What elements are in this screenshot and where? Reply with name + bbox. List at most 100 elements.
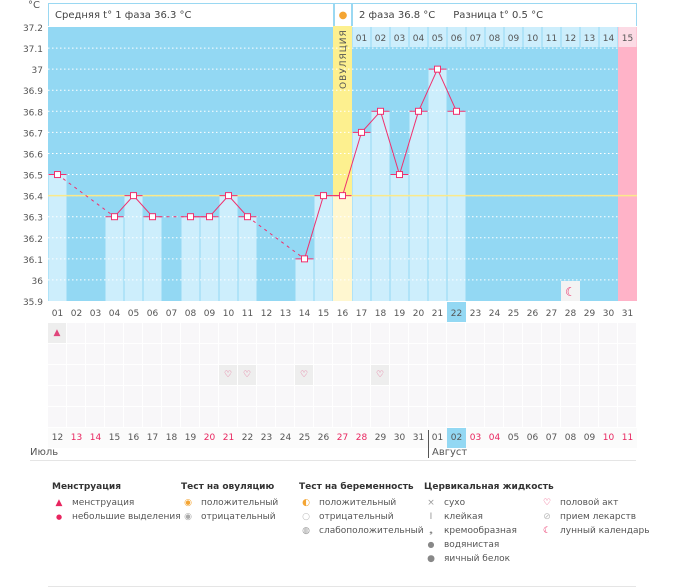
symptom-cell[interactable] [295,386,313,406]
calendar-date[interactable]: 16 [124,428,143,448]
symptom-cell[interactable] [257,365,275,385]
symptom-cell[interactable] [485,344,503,364]
symptom-cell[interactable] [143,407,161,427]
symptom-cell[interactable] [561,407,579,427]
symptom-cell[interactable] [67,365,85,385]
symptom-cell[interactable] [143,365,161,385]
calendar-date[interactable]: 20 [200,428,219,448]
symptom-cell[interactable] [561,344,579,364]
symptom-cell[interactable] [371,323,389,343]
symptom-cell[interactable] [333,344,351,364]
symptom-cell[interactable] [314,344,332,364]
calendar-date[interactable]: 27 [333,428,352,448]
symptom-cell[interactable] [409,344,427,364]
symptom-cell[interactable] [295,344,313,364]
symptom-cell[interactable] [105,344,123,364]
symptom-cell[interactable] [618,407,636,427]
calendar-date[interactable]: 23 [257,428,276,448]
symptom-cell[interactable] [485,386,503,406]
symptom-cell[interactable] [466,365,484,385]
symptom-cell[interactable] [333,407,351,427]
symptom-cell[interactable] [428,365,446,385]
calendar-date[interactable]: 08 [561,428,580,448]
symptom-cell[interactable] [618,344,636,364]
symptom-cell[interactable] [295,407,313,427]
heart-icon[interactable]: ♡ [295,365,313,385]
symptom-cell[interactable] [162,323,180,343]
symptom-cell[interactable] [124,386,142,406]
symptom-cell[interactable] [124,323,142,343]
symptom-cell[interactable] [523,365,541,385]
symptom-cell[interactable] [618,386,636,406]
symptom-cell[interactable] [561,323,579,343]
calendar-date[interactable]: 18 [162,428,181,448]
symptom-cell[interactable] [48,344,66,364]
symptom-cell[interactable] [428,344,446,364]
symptom-cell[interactable] [485,407,503,427]
symptom-cell[interactable] [181,323,199,343]
symptom-cell[interactable] [219,386,237,406]
symptom-cell[interactable] [162,344,180,364]
calendar-date[interactable]: 04 [485,428,504,448]
symptom-cell[interactable] [580,365,598,385]
symptom-cell[interactable] [447,386,465,406]
heart-icon[interactable]: ♡ [219,365,237,385]
symptom-cell[interactable] [504,386,522,406]
symptom-cell[interactable] [67,344,85,364]
calendar-date[interactable]: 21 [219,428,238,448]
symptom-cell[interactable] [314,323,332,343]
symptom-cell[interactable] [447,365,465,385]
symptom-cell[interactable] [143,386,161,406]
calendar-date[interactable]: 07 [542,428,561,448]
symptom-cell[interactable] [86,344,104,364]
symptom-cell[interactable] [67,407,85,427]
symptom-cell[interactable] [162,386,180,406]
symptom-cell[interactable] [314,365,332,385]
symptom-cell[interactable] [257,323,275,343]
symptom-cell[interactable] [295,323,313,343]
symptom-cell[interactable] [447,407,465,427]
symptom-cell[interactable] [181,386,199,406]
symptom-cell[interactable] [124,365,142,385]
calendar-date[interactable]: 29 [371,428,390,448]
calendar-date[interactable]: 22 [238,428,257,448]
symptom-cell[interactable] [276,344,294,364]
symptom-cell[interactable] [105,323,123,343]
symptom-cell[interactable] [504,365,522,385]
symptom-cell[interactable] [181,365,199,385]
symptom-cell[interactable] [561,386,579,406]
symptom-cell[interactable] [276,365,294,385]
symptom-cell[interactable] [124,407,142,427]
symptom-cell[interactable] [181,344,199,364]
symptom-cell[interactable] [542,386,560,406]
symptom-cell[interactable] [580,386,598,406]
symptom-cell[interactable] [162,407,180,427]
symptom-cell[interactable] [428,386,446,406]
symptom-cell[interactable] [67,386,85,406]
calendar-date[interactable]: 06 [523,428,542,448]
symptom-cell[interactable] [314,407,332,427]
menstruation-icon[interactable]: ▲ [48,323,66,343]
calendar-date[interactable]: 31 [409,428,428,448]
calendar-date[interactable]: 10 [599,428,618,448]
symptom-cell[interactable] [371,407,389,427]
symptom-cell[interactable] [105,386,123,406]
symptom-cell[interactable] [428,407,446,427]
symptom-cell[interactable] [523,407,541,427]
symptom-cell[interactable] [390,323,408,343]
symptom-cell[interactable] [390,344,408,364]
symptom-cell[interactable] [238,386,256,406]
symptom-cell[interactable] [124,344,142,364]
calendar-date[interactable]: 11 [618,428,637,448]
symptom-cell[interactable] [504,344,522,364]
symptom-cell[interactable] [428,323,446,343]
symptom-cell[interactable] [390,365,408,385]
symptom-cell[interactable] [219,323,237,343]
calendar-date[interactable]: 02 [447,428,466,448]
symptom-cell[interactable] [181,407,199,427]
heart-icon[interactable]: ♡ [371,365,389,385]
symptom-cell[interactable] [542,365,560,385]
symptom-cell[interactable] [257,386,275,406]
symptom-cell[interactable] [333,323,351,343]
symptom-cell[interactable] [523,323,541,343]
